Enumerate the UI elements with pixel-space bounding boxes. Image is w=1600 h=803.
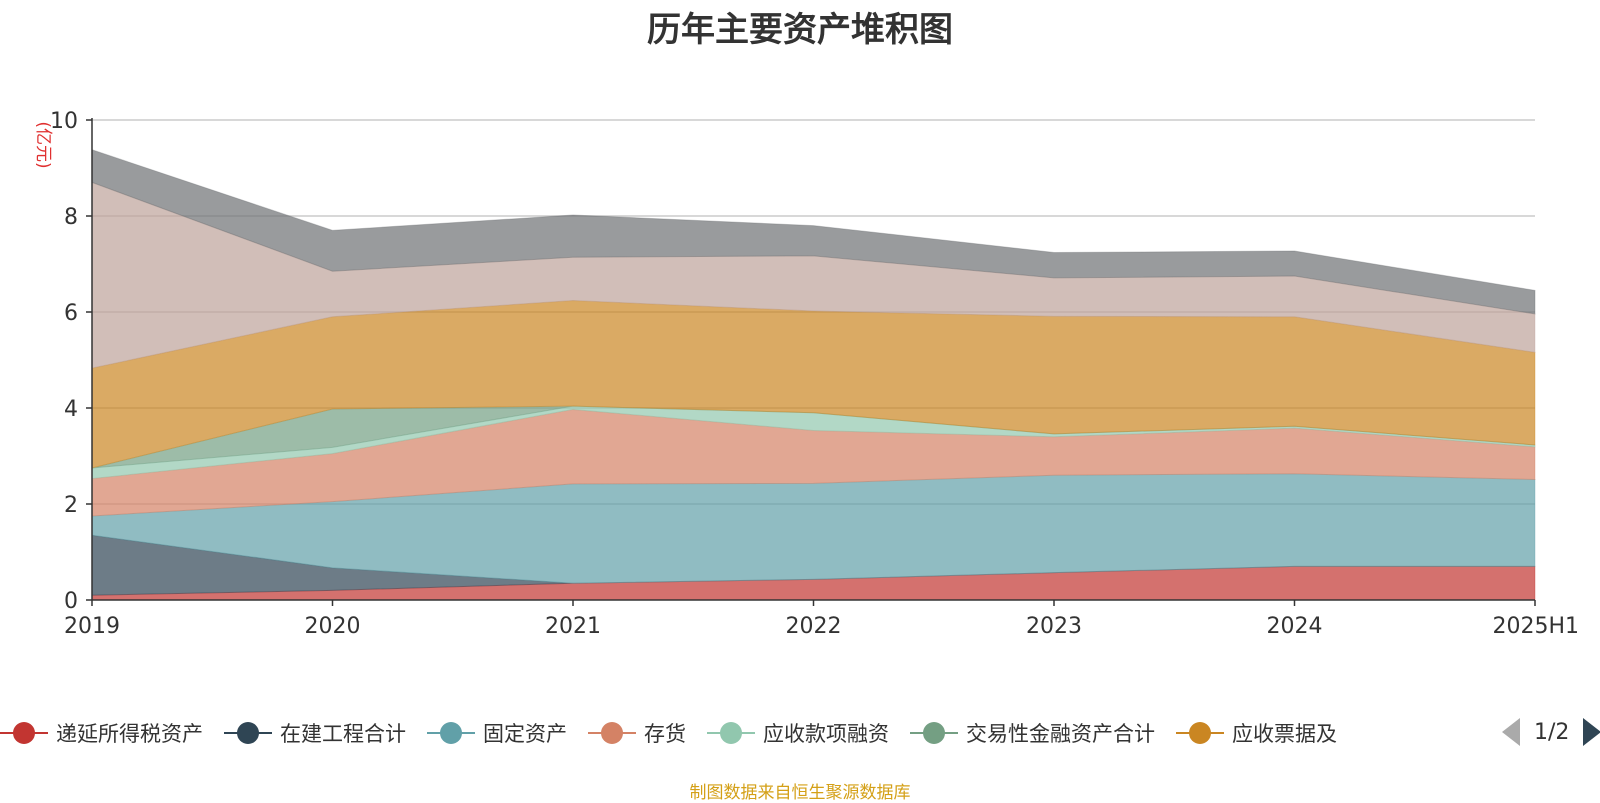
legend-label: 递延所得税资产 xyxy=(56,722,203,746)
y-tick-label: 4 xyxy=(64,397,78,422)
stacked-areas xyxy=(91,149,1536,601)
legend-item-2[interactable]: 固定资产 xyxy=(427,718,567,748)
axes: 0 2 4 6 8 10 2019 2020 2021 2022 2023 2024 2025H1 xyxy=(50,109,1579,639)
legend-item-1[interactable]: 在建工程合计 xyxy=(224,718,406,748)
x-tick-label: 2023 xyxy=(1026,614,1082,639)
legend-item-0[interactable]: 递延所得税资产 xyxy=(0,718,203,748)
legend-prev-arrow-icon[interactable] xyxy=(1502,718,1520,746)
legend-marker-icon xyxy=(910,720,958,746)
legend: 递延所得税资产 在建工程合计 固定资产 存货 应收款项融资 交易性金融资产合计 应收票据及 xyxy=(0,716,1600,750)
legend-label: 固定资产 xyxy=(483,722,567,746)
legend-marker-icon xyxy=(0,720,48,746)
legend-next-arrow-icon[interactable] xyxy=(1583,718,1600,746)
legend-marker-icon xyxy=(427,720,475,746)
legend-label: 在建工程合计 xyxy=(280,722,406,746)
legend-label: 存货 xyxy=(644,722,686,746)
legend-marker-icon xyxy=(224,720,272,746)
area-series-8[interactable] xyxy=(91,149,1536,315)
source-note: 制图数据来自恒生聚源数据库 xyxy=(689,783,911,803)
x-tick-label: 2019 xyxy=(64,614,120,639)
chart-title: 历年主要资产堆积图 xyxy=(647,10,953,50)
x-tick-label: 2020 xyxy=(305,614,361,639)
legend-label: 应收票据及 xyxy=(1232,722,1337,746)
x-tick-label: 2024 xyxy=(1267,614,1323,639)
area-series-2[interactable] xyxy=(91,473,1536,584)
area-series-3[interactable] xyxy=(91,408,1536,517)
y-tick-label: 8 xyxy=(64,205,78,230)
legend-item-6[interactable]: 应收票据及 xyxy=(1176,718,1337,748)
legend-item-3[interactable]: 存货 xyxy=(588,718,686,748)
area-series-4[interactable] xyxy=(91,405,1536,480)
legend-label: 交易性金融资产合计 xyxy=(966,722,1155,746)
y-tick-label: 6 xyxy=(64,301,78,326)
legend-marker-icon xyxy=(707,720,755,746)
x-tick-label: 2022 xyxy=(786,614,842,639)
y-tick-label: 2 xyxy=(64,493,78,518)
x-tick-label: 2021 xyxy=(545,614,601,639)
x-tick-label: 2025H1 xyxy=(1492,614,1579,639)
legend-marker-icon xyxy=(588,720,636,746)
legend-pager: 1/2 xyxy=(1502,718,1600,746)
legend-item-4[interactable]: 应收款项融资 xyxy=(707,718,889,748)
legend-marker-icon xyxy=(1176,720,1224,746)
legend-page-indicator: 1/2 xyxy=(1534,719,1570,745)
y-tick-label: 0 xyxy=(64,589,78,614)
y-tick-label: 10 xyxy=(50,109,78,134)
legend-item-5[interactable]: 交易性金融资产合计 xyxy=(910,718,1155,748)
y-axis-unit-label: (亿元) xyxy=(33,121,53,168)
legend-label: 应收款项融资 xyxy=(763,722,889,746)
